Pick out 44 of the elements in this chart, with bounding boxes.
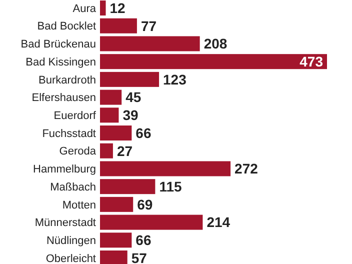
data-label: 208: [204, 36, 228, 52]
y-tick-label: Bad Kissingen: [26, 56, 96, 68]
data-label: 77: [140, 18, 157, 34]
bar: [100, 126, 132, 140]
y-tick-label: Bad Brückenau: [20, 38, 96, 51]
y-tick-label: Elfershausen: [32, 92, 96, 104]
data-label: 57: [131, 250, 148, 264]
bar: [100, 72, 160, 87]
y-tick-label: Euerdorf: [54, 110, 97, 122]
data-label: 115: [159, 178, 182, 194]
y-tick-label: Maßbach: [50, 181, 96, 194]
y-tick-label: Fuchsstadt: [42, 128, 96, 140]
y-tick-label: Oberleicht: [46, 252, 96, 264]
y-tick-label: Aura: [72, 2, 97, 15]
y-tick-label: Nüdlingen: [46, 234, 96, 247]
data-label: 66: [136, 124, 152, 141]
bar: [100, 196, 134, 212]
y-tick-label: Münnerstadt: [34, 217, 96, 230]
bar: [100, 179, 156, 194]
data-label: 27: [116, 142, 133, 159]
bar: [100, 36, 200, 52]
y-tick-label: Bad Bocklet: [37, 20, 96, 33]
bar: [100, 18, 137, 34]
bar: [100, 214, 203, 230]
data-label: 45: [126, 89, 142, 106]
data-label: 214: [206, 214, 230, 230]
bar: [100, 0, 106, 16]
data-label: 12: [110, 0, 126, 16]
bar: [100, 90, 122, 105]
bar: [100, 54, 327, 70]
y-tick-label: Burkardroth: [38, 74, 96, 86]
y-tick-label: Motten: [62, 199, 96, 212]
y-tick-label: Hammelburg: [33, 164, 96, 176]
data-label: 39: [122, 107, 139, 124]
bar: [100, 232, 132, 248]
bar: [100, 108, 119, 123]
y-tick-label: Geroda: [59, 146, 97, 158]
data-label: 272: [234, 160, 258, 177]
bar: [100, 161, 231, 176]
data-label: 123: [163, 71, 187, 88]
data-label: 69: [137, 196, 153, 212]
data-label: 66: [136, 232, 152, 248]
bar: [100, 143, 113, 158]
data-label: 473: [300, 53, 324, 70]
